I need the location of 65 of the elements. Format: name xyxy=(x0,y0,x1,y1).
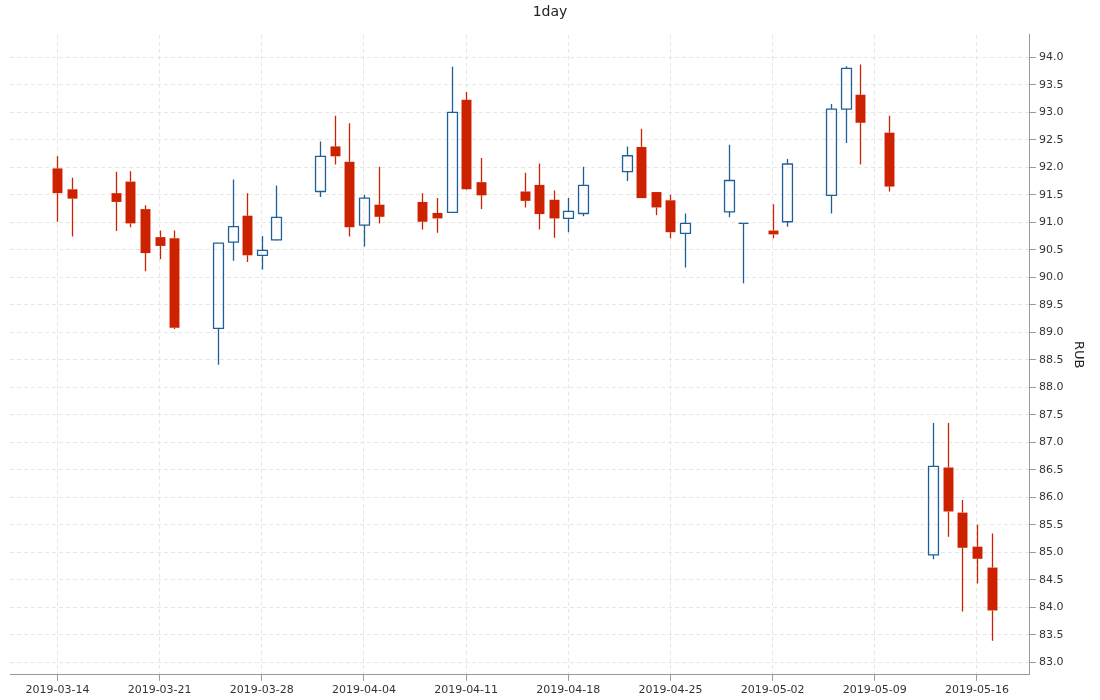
y-tick-label: 93.5 xyxy=(1038,77,1064,91)
candlestick xyxy=(972,524,983,585)
y-tick-label: 88.0 xyxy=(1038,380,1064,394)
y-tick-label: 92.0 xyxy=(1038,160,1064,174)
candlestick xyxy=(374,166,385,225)
y-tick-label: 88.5 xyxy=(1038,352,1064,366)
candlestick xyxy=(679,212,692,269)
candlestick xyxy=(621,145,634,182)
candlestick xyxy=(636,128,647,199)
y-tick-label: 92.5 xyxy=(1038,132,1064,146)
x-tick-label: 2019-04-18 xyxy=(536,683,601,697)
candlestick xyxy=(227,178,240,262)
candlestick xyxy=(67,177,78,238)
x-tick-label: 2019-03-21 xyxy=(127,683,192,697)
candlestick xyxy=(212,242,225,366)
candlestick xyxy=(562,197,575,233)
candlestick xyxy=(140,204,151,272)
candlestick xyxy=(256,235,269,271)
candlestick xyxy=(270,184,283,241)
candlestick xyxy=(943,422,954,538)
y-tick-label: 86.0 xyxy=(1038,490,1064,504)
candlestick xyxy=(344,122,355,238)
x-tick-label: 2019-03-14 xyxy=(25,683,90,697)
candlestick xyxy=(840,65,853,144)
y-tick-label: 89.0 xyxy=(1038,325,1064,339)
y-tick-label: 84.0 xyxy=(1038,600,1064,614)
candlestick xyxy=(927,422,940,560)
x-tick-label: 2019-04-25 xyxy=(638,683,703,697)
candlestick xyxy=(330,114,341,166)
y-tick-label: 86.5 xyxy=(1038,462,1064,476)
y-tick-label: 93.0 xyxy=(1038,105,1064,119)
y-tick-label: 90.5 xyxy=(1038,242,1064,256)
candlestick xyxy=(577,166,590,217)
candlestick xyxy=(534,162,545,231)
y-tick-label: 87.0 xyxy=(1038,435,1064,449)
y-tick-label: 83.0 xyxy=(1038,655,1064,669)
y-tick-label: 85.0 xyxy=(1038,545,1064,559)
x-tick-label: 2019-05-02 xyxy=(740,683,805,697)
chart-title: 1day xyxy=(532,3,568,20)
candlestick xyxy=(52,155,63,223)
x-tick-label: 2019-04-11 xyxy=(434,683,499,697)
candlestick xyxy=(957,499,968,613)
candlestick xyxy=(446,66,459,214)
candlestick xyxy=(111,171,122,232)
y-tick-label: 87.5 xyxy=(1038,407,1064,421)
y-tick-label: 85.5 xyxy=(1038,517,1064,531)
y-tick-label: 83.5 xyxy=(1038,627,1064,641)
y-tick-label: 89.5 xyxy=(1038,297,1064,311)
y-tick-label: 91.5 xyxy=(1038,187,1064,201)
y-tick-label: 91.0 xyxy=(1038,215,1064,229)
x-tick-label: 2019-05-16 xyxy=(945,683,1009,697)
y-tick-label: 94.0 xyxy=(1038,50,1064,64)
y-tick-label: 90.0 xyxy=(1038,270,1064,284)
candlestick xyxy=(825,103,838,215)
candlestick xyxy=(884,114,895,193)
candlestick xyxy=(855,63,866,166)
candlestick xyxy=(723,144,736,218)
candlestick xyxy=(314,140,327,198)
candlestick xyxy=(358,194,371,248)
y-tick-label: 84.5 xyxy=(1038,572,1064,586)
x-tick-label: 2019-03-28 xyxy=(229,683,294,697)
x-tick-label: 2019-04-04 xyxy=(331,683,396,697)
x-tick-label: 2019-05-09 xyxy=(842,683,907,697)
y-axis-title: RUB xyxy=(1071,341,1087,369)
candlestick xyxy=(155,229,166,260)
